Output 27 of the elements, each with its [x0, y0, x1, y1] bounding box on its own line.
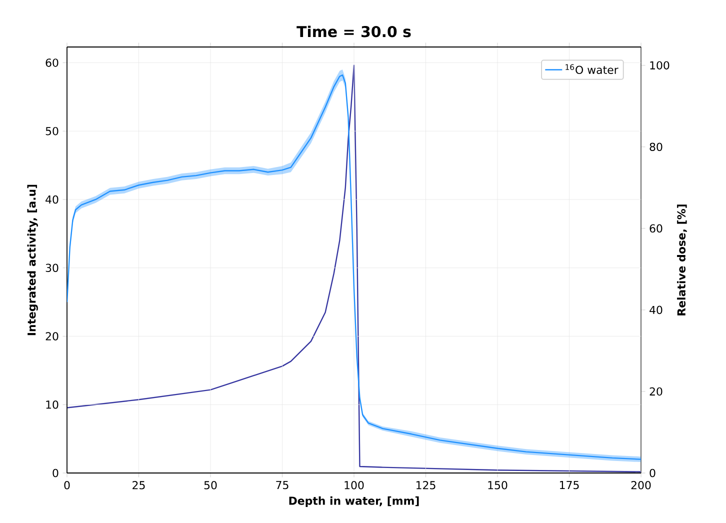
y2-axis-title: Relative dose, [%]	[677, 204, 687, 316]
legend-label: $^{16}$O water	[566, 64, 618, 74]
y-tick-label: 30	[46, 264, 58, 272]
y2-tick-label: 80	[650, 142, 662, 152]
y-tick-label: 20	[46, 332, 58, 340]
y-tick-label: 60	[46, 58, 58, 67]
x-tick-label: 175	[560, 481, 579, 490]
y-tick-label: 50	[46, 126, 58, 136]
y2-tick-label: 60	[650, 224, 662, 233]
x-tick-label: 125	[416, 481, 436, 490]
y-tick-label: 40	[46, 195, 58, 204]
x-tick-label: 150	[488, 481, 508, 490]
y-tick-label: 0	[52, 468, 58, 478]
x-axis-title: Depth in water, [mm]	[289, 496, 419, 508]
y2-tick-label: 20	[650, 387, 662, 396]
x-tick-label: 100	[344, 481, 364, 490]
x-tick-label: 75	[276, 481, 288, 490]
x-tick-label: 50	[204, 481, 217, 490]
y-axis-title: Integrated activity, [a.u]	[27, 184, 38, 336]
y2-tick-label: 100	[650, 61, 670, 70]
x-tick-label: 200	[631, 481, 651, 490]
x-tick-label: 25	[132, 481, 145, 490]
y-tick-label: 10	[46, 400, 58, 409]
y2-tick-label: 0	[650, 468, 656, 478]
x-tick-label: 0	[64, 481, 70, 490]
chart-title: Time = 30.0 s	[296, 26, 411, 38]
y2-tick-label: 40	[650, 306, 662, 314]
